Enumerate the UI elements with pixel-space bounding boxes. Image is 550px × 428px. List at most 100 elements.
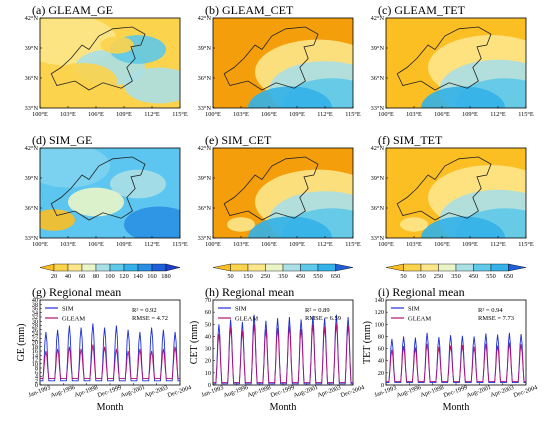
colorbar-label: 40	[65, 273, 71, 280]
lat-tick-label: 42°N	[25, 145, 39, 152]
x-tick-label: Apr-2003	[317, 384, 342, 399]
x-tick-label: Jan-1993	[200, 384, 224, 398]
lon-tick-label: 106°E	[261, 241, 277, 248]
map-contour-region	[47, 63, 117, 99]
y-tick-label: 18	[32, 344, 38, 351]
colorbar-segment	[109, 263, 125, 272]
lat-tick-label: 42°N	[198, 145, 212, 152]
lon-tick-label: 112°E	[317, 241, 333, 248]
colorbar-label: 150	[416, 273, 425, 280]
lat-tick-label: 33°N	[198, 105, 212, 112]
map-contour-region	[248, 86, 332, 108]
lon-tick-label: 103°E	[406, 241, 422, 248]
legend-label: SIM	[62, 305, 74, 312]
map-panel-b: (b) GLEAM_CET 33°N 36°N 39°N 42°N 100°E 103°E 1…	[198, 3, 361, 118]
lat-tick-label: 33°N	[371, 235, 385, 242]
lat-tick-label: 42°N	[371, 145, 385, 152]
basin-boundary	[223, 26, 319, 91]
lon-tick-label: 109°E	[116, 241, 132, 248]
colorbar-segment	[282, 263, 301, 272]
lon-tick-label: 103°E	[60, 241, 76, 248]
colorbar-label: 150	[243, 273, 252, 280]
lat-tick-label: 36°N	[25, 75, 39, 82]
map-contour-region	[110, 169, 166, 199]
colorbar-segment	[67, 263, 83, 272]
colorbar-segment	[420, 263, 439, 272]
lon-tick-label: 100°E	[378, 241, 394, 248]
y-tick-label: 30	[205, 346, 211, 353]
lat-tick-label: 39°N	[371, 175, 385, 182]
lat-tick-label: 39°N	[25, 45, 39, 52]
lon-tick-label: 100°E	[378, 111, 394, 118]
colorbar-label: 100	[105, 273, 114, 280]
rmse-annotation: RMSE = 7.73	[478, 315, 514, 322]
y-tick-label: 0	[381, 382, 384, 389]
basin-boundary	[50, 156, 146, 221]
y-tick-label: 24	[32, 331, 39, 338]
basin-boundary	[50, 26, 146, 91]
lon-tick-label: 103°E	[406, 111, 422, 118]
lon-tick-label: 112°E	[144, 241, 160, 248]
colorbar-segment	[385, 263, 404, 272]
map-field	[213, 18, 353, 108]
y-tick-label: 100	[375, 321, 384, 328]
y-tick-label: 16	[32, 348, 38, 355]
y-tick-label: 0	[35, 382, 38, 389]
lat-tick-label: 36°N	[25, 205, 39, 212]
y-tick-label: 80	[378, 333, 384, 340]
y-tick-label: 60	[205, 309, 211, 316]
colorbar-segment	[81, 263, 97, 272]
lon-tick-label: 109°E	[289, 111, 305, 118]
lon-tick-label: 115°E	[345, 111, 361, 118]
basin-boundary	[396, 156, 492, 221]
colorbar-label: 20	[51, 273, 57, 280]
series-line-sim	[40, 323, 180, 382]
r2-annotation: R² = 0.94	[478, 307, 503, 314]
lon-tick-label: 109°E	[116, 111, 132, 118]
colorbar-label: 120	[119, 273, 128, 280]
x-tick-label: Dec-2004	[340, 384, 367, 399]
lon-tick-label: 112°E	[317, 111, 333, 118]
lat-tick-label: 33°N	[371, 105, 385, 112]
y-tick-label: 10	[205, 370, 211, 377]
colorbar-label: 450	[296, 273, 305, 280]
legend: SIM GLEAM	[218, 305, 258, 322]
x-tick-label: Apr-1998	[74, 384, 99, 399]
lat-tick-label: 36°N	[198, 205, 212, 212]
basin-boundary	[396, 26, 492, 91]
x-tick-label: Aug-2001	[120, 384, 146, 399]
colorbar-segment	[317, 263, 336, 272]
y-tick-label: 22	[32, 335, 38, 342]
colorbar-segment	[335, 263, 354, 272]
chart-title: (g) Regional mean	[32, 285, 121, 299]
lon-tick-label: 100°E	[32, 111, 48, 118]
x-tick-label: Dec-2004	[513, 384, 540, 399]
lat-tick-label: 39°N	[25, 175, 39, 182]
map-field	[40, 18, 180, 108]
lon-tick-label: 103°E	[60, 111, 76, 118]
colorbar-segment	[39, 263, 55, 272]
legend-label: GLEAM	[62, 315, 85, 322]
y-tick-label: 120	[375, 309, 384, 316]
y-tick-label: 32	[32, 314, 38, 321]
lat-tick-label: 36°N	[371, 75, 385, 82]
colorbar-segment	[438, 263, 457, 272]
lat-tick-label: 33°N	[25, 105, 39, 112]
map-contour-region	[227, 217, 255, 232]
map-frame	[212, 17, 354, 109]
y-tick-label: 8	[35, 365, 38, 372]
y-tick-label: 36	[32, 306, 38, 313]
colorbar-label: 550	[313, 273, 322, 280]
colorbar-label: 250	[434, 273, 443, 280]
lat-tick-label: 42°N	[25, 15, 39, 22]
lon-tick-label: 109°E	[462, 241, 478, 248]
colorbar-label: 650	[331, 273, 340, 280]
map-frame	[39, 147, 181, 239]
lon-tick-label: 106°E	[261, 111, 277, 118]
lat-tick-label: 39°N	[371, 45, 385, 52]
colorbar-label: 650	[504, 273, 513, 280]
series-line-gleam	[386, 342, 526, 382]
colorbar-label: 60	[79, 273, 85, 280]
legend: SIM GLEAM	[45, 305, 85, 322]
